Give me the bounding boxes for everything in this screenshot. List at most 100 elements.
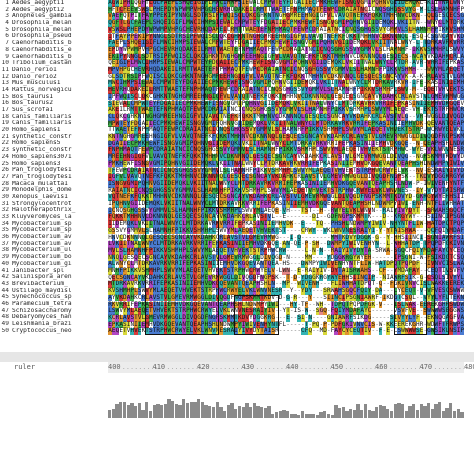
sequence-name-row[interactable]: 1 Aedes_aegypti1 (0, 0, 108, 7)
sequence-name-row[interactable]: 46 Paramecium_tetra (0, 301, 108, 308)
sequence-name-row[interactable]: 23 synthetic_constr (0, 147, 108, 154)
residue-cell: F (311, 19, 316, 27)
residue-cell: - (423, 19, 428, 27)
sequence-name-row[interactable]: 27 Pan_troglodytes1 (0, 174, 108, 181)
sequence-name-row[interactable]: 35 Mycobacterium_sp (0, 227, 108, 234)
residue-cell: M (263, 0, 268, 7)
sequence-name-row[interactable]: 14 Rattus_norvegicu (0, 87, 108, 94)
residue-cell: F (289, 6, 294, 14)
residue-cell: L (230, 19, 235, 27)
sequence-name-row[interactable]: 2 Aedes_aegypti2 (0, 7, 108, 14)
residue-cell: H (274, 26, 279, 34)
sequence-name-row[interactable]: 7 Caenorhabditis_b (0, 40, 108, 47)
sequence-name-row[interactable]: 22 Homo_sapiens5 (0, 140, 108, 147)
sequence-name-row[interactable]: 16 Bos_taurus2 (0, 100, 108, 107)
sequence-name-row[interactable]: 6 Drosophila_pseud (0, 33, 108, 40)
sequence-name-row[interactable]: 8 Caenorhabditis_e (0, 47, 108, 54)
sequence-name-row[interactable]: 25 Homo_sapiens3 (0, 161, 108, 168)
residue-cell: E (219, 26, 224, 34)
sequence-name-row[interactable]: 40 Mycobacterium_gi (0, 261, 108, 268)
sequence-name-row[interactable]: 5 Drosophila_melan (0, 27, 108, 34)
residue-cell: I (341, 19, 346, 27)
residue-cell: R (197, 26, 201, 34)
sequence-name-row[interactable]: 49 Leishmania_brazi (0, 321, 108, 328)
sequence-name-row[interactable]: 29 Monodelphis_dome (0, 187, 108, 194)
residue-cell: F (367, 13, 372, 21)
sequence-name-row[interactable]: 43 Brevibacterium_ (0, 281, 108, 288)
residue-cell: P (271, 26, 276, 34)
residue-cell: H (452, 6, 457, 14)
sequence-name-row[interactable]: 32 Halotherapothrix_ (0, 207, 108, 214)
sequence-name-row[interactable]: 17 Sus_scrofa1 (0, 107, 108, 114)
residue-cell: W (222, 19, 227, 27)
sequence-name-row[interactable]: 45 Synechococcus_sp (0, 294, 108, 301)
sequence-name-row[interactable]: 4 Drosophila_melan (0, 20, 108, 27)
sequence-name-row[interactable]: 28 Macaca_mulatta1 (0, 181, 108, 188)
residue-cell: F (111, 6, 116, 14)
residue-cell: C (193, 19, 198, 27)
sequence-name-row[interactable]: 9 Caenorhabditis_b (0, 54, 108, 61)
sequence-name-row[interactable]: 20 Homo_sapiens1 (0, 127, 108, 134)
residue-cell: - (423, 6, 428, 14)
residue-cell: W (326, 6, 331, 14)
sequence-name-row[interactable]: 37 Mycobacterium_av (0, 241, 108, 248)
residue-cell: C (311, 0, 316, 7)
residue-cell: S (137, 6, 142, 14)
sequence-name: Bos_taurus2 (12, 100, 53, 106)
residue-cell: D (167, 6, 172, 14)
sequence-name-row[interactable]: 3 Anopheles_gambia (0, 13, 108, 20)
sequence-number: 42 (0, 274, 9, 281)
sequence-name-row[interactable]: 44 Ustilago_maydisl (0, 288, 108, 295)
sequence-name-row[interactable]: 47 Schizosaccharomy (0, 308, 108, 315)
sequence-name-row[interactable]: 24 Homo_sapiens3071 (0, 154, 108, 161)
sequence-name-row[interactable]: 36 Mycobacterium_av (0, 234, 108, 241)
sequence-name-row[interactable]: 21 synthetic_constr (0, 134, 108, 141)
sequence-name-row[interactable]: 15 Bos_taurus1 (0, 94, 108, 101)
residue-cell: C (438, 19, 443, 27)
sequence-name-row[interactable]: 39 Mycobacterium_bo (0, 254, 108, 261)
residue-cell: P (156, 13, 161, 21)
residue-cell: S (119, 26, 124, 34)
residue-cell: H (352, 19, 357, 27)
sequence-number: 44 (0, 288, 9, 295)
residue-cell: D (263, 19, 268, 27)
sequence-name-row[interactable]: 26 Pan_troglodytes1 (0, 167, 108, 174)
sequence-name: Drosophila_melan (12, 27, 72, 33)
residue-cell: E (286, 6, 290, 14)
residue-cell: I (200, 0, 205, 7)
sequence-name: Macaca_mulatta1 (12, 181, 68, 187)
sequence-name-row[interactable]: 30 Xenopus_laevis1 (0, 194, 108, 201)
sequence-name: Caenorhabditis_b (12, 40, 72, 46)
sequence-number: 5 (0, 27, 9, 34)
sequence-name-row[interactable]: 50 Cryptococcus_neo (0, 328, 108, 335)
residue-cell: A (163, 0, 168, 7)
residue-cell: F (319, 6, 324, 14)
sequence-name-row[interactable]: 42 Salinispora_aren (0, 274, 108, 281)
residue-cell: Y (145, 26, 150, 34)
sequence-name-row[interactable]: 11 Danio_rerio1 (0, 67, 108, 74)
sequence-name: Aedes_aegypti1 (12, 0, 64, 6)
residue-cell: T (145, 0, 150, 7)
sequence-name-row[interactable]: 10 Tribolium_castan (0, 60, 108, 67)
sequence-name-row[interactable]: 48 Debaryomyces_han (0, 314, 108, 321)
sequence-name-row[interactable]: 31 Strongylocentrot (0, 201, 108, 208)
residue-cell: M (211, 0, 216, 7)
sequence-name-row[interactable]: 33 Kluyveromyces_la (0, 214, 108, 221)
sequence-name-row[interactable]: 34 Mycobacterium_sp (0, 221, 108, 228)
residue-cell: H (389, 6, 394, 14)
sequence-name-row[interactable]: 13 Mus_musculus1 (0, 80, 108, 87)
sequence-name: synthetic_constr (12, 147, 72, 153)
residue-cell: V (356, 0, 361, 7)
sequence-name-row[interactable]: 38 Mycobacterium_ul (0, 247, 108, 254)
sequence-number: 35 (0, 227, 9, 234)
sequence-name-row[interactable]: 12 Danio_rerio2 (0, 74, 108, 81)
sequence-name-row[interactable]: 18 Canis_familiaris (0, 114, 108, 121)
sequence-name-row[interactable]: 41 Janibacter_spl (0, 268, 108, 275)
sequence-name-row[interactable]: 19 Canis_familiaris (0, 120, 108, 127)
